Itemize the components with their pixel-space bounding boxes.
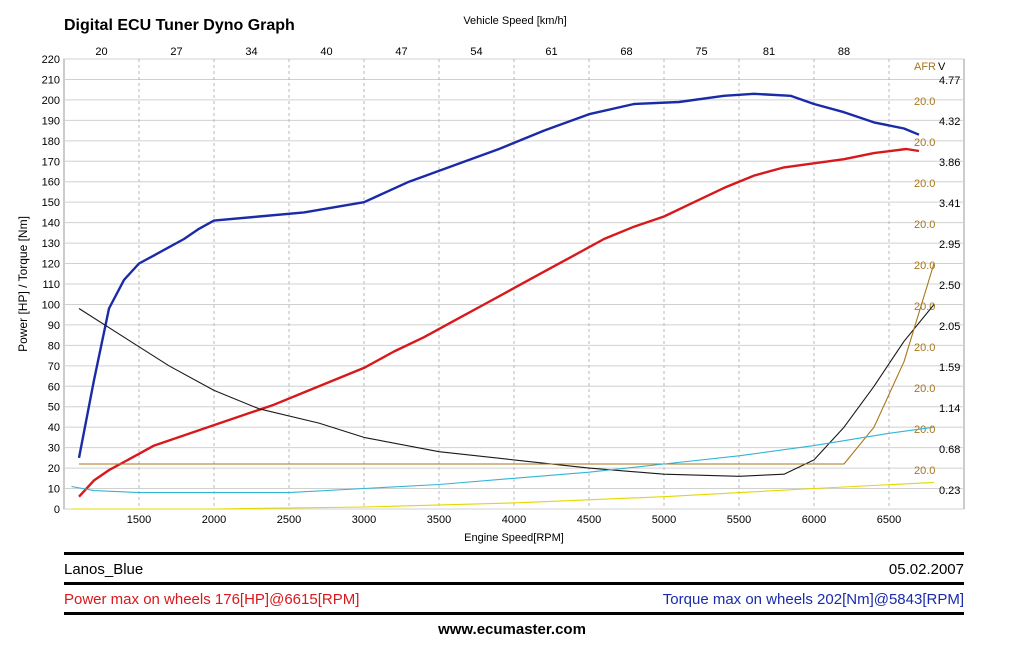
afr-tick-label: 20.0 — [914, 137, 935, 149]
x-tick-label: 5000 — [652, 514, 676, 526]
lambda_volt-curve — [71, 426, 935, 494]
volt-tick-label: 4.32 — [939, 116, 960, 128]
afr-tick-label: 20.0 — [914, 219, 935, 231]
y-tick-label: 140 — [42, 218, 60, 230]
website-link[interactable]: www.ecumaster.com — [438, 621, 586, 638]
x-tick-label: 2500 — [277, 514, 301, 526]
y-tick-label: 30 — [48, 443, 60, 455]
top-tick-label: 34 — [245, 46, 257, 58]
volt-axis-header: V — [938, 61, 946, 73]
y-tick-label: 130 — [42, 238, 60, 250]
x-tick-label: 4500 — [577, 514, 601, 526]
divider-middle — [64, 582, 964, 585]
x-tick-label: 3000 — [352, 514, 376, 526]
divider-top — [64, 552, 964, 555]
volt-tick-label: 3.86 — [939, 157, 960, 169]
aux-curve — [71, 481, 935, 510]
x-tick-label: 6000 — [802, 514, 826, 526]
x-axis-label: Engine Speed[RPM] — [464, 532, 564, 544]
torque-curve — [77, 92, 920, 459]
top-axis-label: Vehicle Speed [km/h] — [463, 15, 566, 27]
x-tick-label: 6500 — [877, 514, 901, 526]
volt-tick-label: 0.68 — [939, 444, 960, 456]
power-max-summary: Power max on wheels 176[HP]@6615[RPM] — [64, 591, 360, 608]
top-tick-label: 61 — [545, 46, 557, 58]
y-tick-label: 110 — [42, 279, 60, 291]
y-tick-label: 50 — [48, 402, 60, 414]
y-tick-label: 90 — [48, 320, 60, 332]
chart-curves — [71, 92, 935, 510]
volt-tick-label: 2.50 — [939, 280, 960, 292]
car-name: Lanos_Blue — [64, 561, 144, 578]
divider-bottom — [64, 612, 964, 615]
afr-tick-label: 20.0 — [914, 465, 935, 477]
afr-tick-label: 20.0 — [914, 383, 935, 395]
chart-grid — [63, 58, 965, 510]
volt-tick-label: 1.59 — [939, 362, 960, 374]
y-tick-label: 10 — [48, 484, 60, 496]
afr-tick-label: 20.0 — [914, 342, 935, 354]
volt-tick-label: 4.77 — [939, 75, 960, 87]
volt-tick-label: 0.23 — [939, 485, 960, 497]
afr-axis-header: AFR — [914, 61, 936, 73]
y-tick-label: 60 — [48, 381, 60, 393]
top-tick-label: 88 — [838, 46, 850, 58]
afr-tick-label: 20.0 — [914, 178, 935, 190]
top-tick-label: 68 — [620, 46, 632, 58]
chart-title: Digital ECU Tuner Dyno Graph — [64, 17, 295, 34]
y-tick-label: 40 — [48, 422, 60, 434]
x-tick-label: 3500 — [427, 514, 451, 526]
top-tick-label: 20 — [95, 46, 107, 58]
y-tick-label: 100 — [42, 299, 60, 311]
power-curve — [78, 147, 920, 498]
afr-tick-label: 20.0 — [914, 96, 935, 108]
top-tick-label: 27 — [170, 46, 182, 58]
y-tick-label: 80 — [48, 340, 60, 352]
test-date: 05.02.2007 — [888, 561, 964, 578]
top-tick-label: 75 — [695, 46, 707, 58]
y-tick-label: 20 — [48, 463, 60, 475]
y-tick-label: 120 — [42, 259, 60, 271]
top-tick-label: 47 — [395, 46, 407, 58]
torque-max-summary: Torque max on wheels 202[Nm]@5843[RPM] — [662, 591, 964, 608]
y-tick-label: 220 — [42, 54, 60, 66]
y-tick-label: 200 — [42, 95, 60, 107]
x-tick-label: 5500 — [727, 514, 751, 526]
x-tick-label: 2000 — [202, 514, 226, 526]
volt-tick-label: 3.41 — [939, 198, 960, 210]
y-axis-label: Power [HP] / Torque [Nm] — [16, 216, 30, 352]
y-tick-label: 180 — [42, 136, 60, 148]
afr-tick-label: 20.0 — [914, 424, 935, 436]
y-tick-label: 170 — [42, 156, 60, 168]
afr-tick-label: 20.0 — [914, 260, 935, 272]
top-tick-label: 40 — [320, 46, 332, 58]
y-tick-label: 150 — [42, 197, 60, 209]
y-tick-label: 190 — [42, 115, 60, 127]
volt-tick-label: 1.14 — [939, 403, 960, 415]
x-tick-label: 4000 — [502, 514, 526, 526]
volt-tick-label: 2.05 — [939, 321, 960, 333]
y-tick-label: 160 — [42, 177, 60, 189]
x-tick-label: 1500 — [127, 514, 151, 526]
top-tick-label: 81 — [763, 46, 775, 58]
y-tick-label: 0 — [54, 504, 60, 516]
top-tick-label: 54 — [470, 46, 482, 58]
y-tick-label: 210 — [42, 74, 60, 86]
volt-tick-label: 2.95 — [939, 239, 960, 251]
y-tick-label: 70 — [48, 361, 60, 373]
